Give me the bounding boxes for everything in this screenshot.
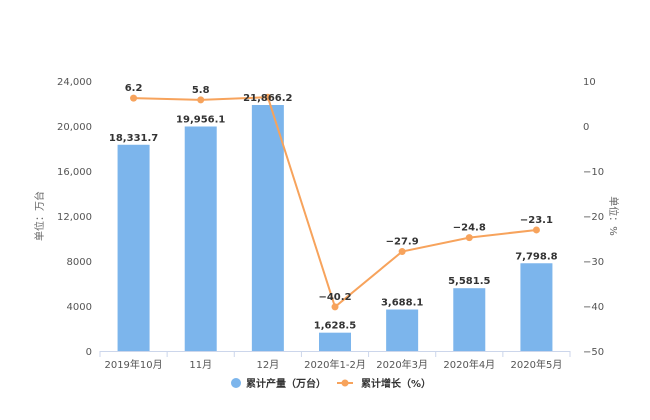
growth-value-label: 6.2 [125,83,143,94]
legend-line-label: 累计增长（%） [361,377,431,390]
legend-bar-label: 累计产量（万台） [246,377,326,390]
growth-point [264,93,272,101]
right-axis-title: 单位：% [607,196,620,236]
bar-value-label: 21,866.2 [243,93,292,104]
right-tick-label: 0 [583,122,589,133]
left-axis-title: 单位：万台 [33,191,46,241]
bar [386,309,419,351]
right-tick-label: −30 [583,257,604,268]
growth-value-label: −40.2 [318,292,351,303]
right-tick-label: −50 [583,347,604,358]
bar-value-label: 3,688.1 [381,298,423,309]
bar [319,332,351,351]
growth-value-label: −23.1 [520,215,553,226]
growth-value-label: −24.8 [453,223,486,234]
bar [520,263,553,351]
growth-value-label: −27.9 [386,237,419,248]
growth-point [197,96,205,104]
bar [184,126,217,352]
left-tick-label: 16,000 [57,167,92,178]
bar [117,144,150,351]
growth-point [130,94,138,102]
x-tick-label: 2019年10月 [104,358,162,371]
x-tick-label: 2020年3月 [376,358,428,371]
left-tick-label: 8000 [67,257,92,268]
growth-point [465,234,473,242]
bar [251,105,284,351]
bar-value-label: 18,331.7 [109,133,158,144]
x-tick-label: 2020年5月 [511,358,563,371]
growth-point [331,303,339,311]
right-tick-label: −10 [583,167,604,178]
bar [453,288,486,351]
bar-value-label: 5,581.5 [448,276,490,287]
x-tick-label: 12月 [256,359,279,371]
bar-value-label: 1,628.5 [314,321,356,332]
left-tick-label: 0 [86,347,92,358]
legend-bar-marker [231,378,241,388]
left-tick-label: 24,000 [57,77,92,88]
left-tick-label: 20,000 [57,122,92,133]
left-tick-label: 12,000 [57,212,92,223]
bar-value-label: 19,956.1 [176,114,225,125]
left-tick-label: 4000 [67,302,92,313]
x-tick-label: 11月 [189,359,212,371]
growth-value-label: 5.8 [192,85,210,96]
right-tick-label: −20 [583,212,604,223]
x-tick-label: 2020年4月 [443,358,495,371]
growth-point [398,248,406,256]
x-tick-label: 2020年1-2月 [304,358,366,371]
growth-point [532,226,540,234]
legend-line-dot [341,379,349,387]
right-tick-label: −40 [583,302,604,313]
right-tick-label: 10 [583,77,596,88]
bar-value-label: 7,798.8 [515,251,557,262]
